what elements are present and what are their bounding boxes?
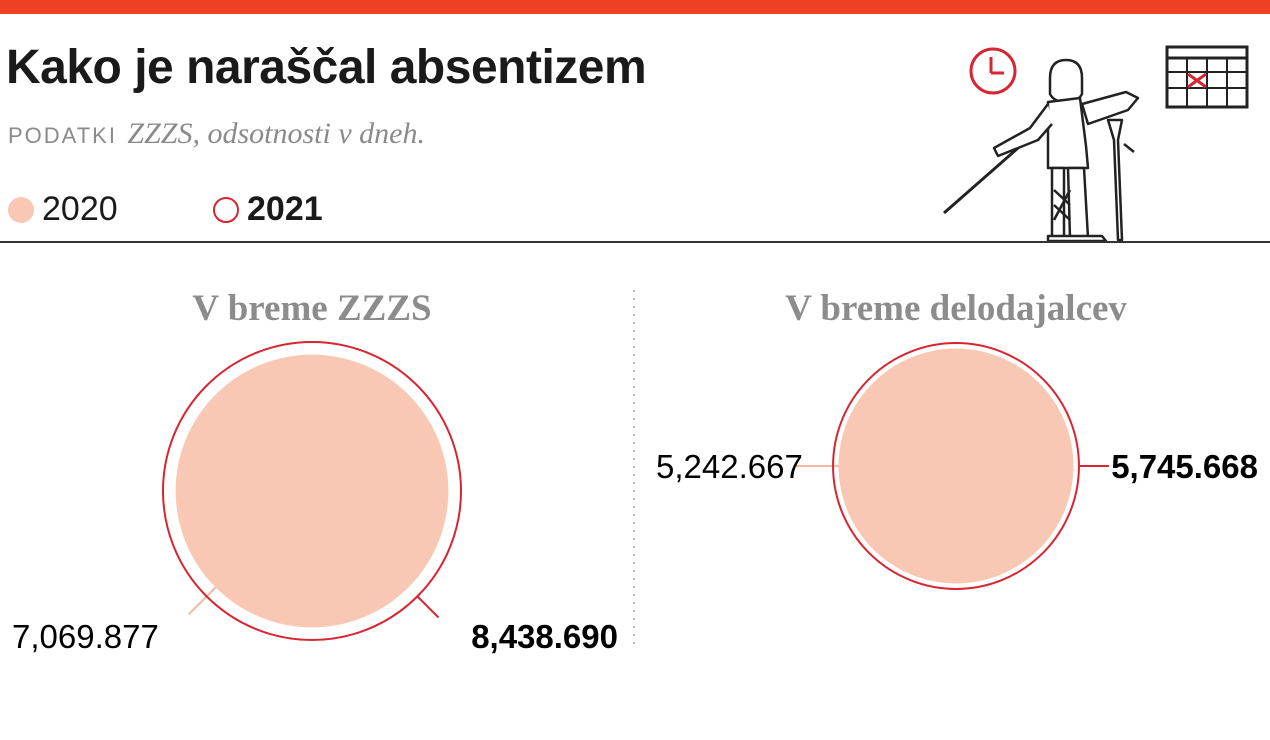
value-label-delodajalcev-2020: 5,242.667 <box>656 448 803 485</box>
source-line: PODATKI ZZZS, odsotnosti v dneh. <box>8 117 425 151</box>
value-label-zzzs-2021: 8,438.690 <box>471 618 618 655</box>
bubble-2021 <box>162 341 462 641</box>
source-label: PODATKI <box>8 123 117 148</box>
value-label-delodajalcev-2021: 5,745.668 <box>1111 448 1258 485</box>
value-label-zzzs-2020: 7,069.877 <box>12 618 159 655</box>
panel-title-delodajalcev: V breme delodajalcev <box>785 288 1127 329</box>
legend-item-2021: 2021 <box>213 190 323 229</box>
legend-swatch-filled <box>8 196 34 223</box>
sick-leave-illustration <box>943 45 1249 243</box>
bubble-2020 <box>838 348 1074 584</box>
legend-swatch-outline <box>213 196 239 223</box>
legend: 2020 2021 <box>8 190 408 230</box>
legend-label-2021: 2021 <box>247 190 323 228</box>
leader-line-2020 <box>187 586 217 616</box>
panel-title-zzzs: V breme ZZZS <box>192 288 431 329</box>
top-accent-bar <box>0 0 1270 14</box>
clock-icon <box>969 47 1017 95</box>
source-text: ZZZS, odsotnosti v dneh. <box>127 117 425 150</box>
calendar-icon <box>1165 45 1249 109</box>
leader-line-2021 <box>416 595 440 619</box>
bubble-marks <box>162 341 1109 641</box>
page-title: Kako je naraščal absentizem <box>6 41 647 94</box>
injured-person-with-crutch-illustration <box>943 58 1140 243</box>
legend-label-2020: 2020 <box>42 190 118 228</box>
legend-item-2020: 2020 <box>8 190 118 229</box>
header-divider <box>0 241 1270 243</box>
bubble-2020 <box>175 354 449 628</box>
bubble-2021 <box>832 342 1080 590</box>
